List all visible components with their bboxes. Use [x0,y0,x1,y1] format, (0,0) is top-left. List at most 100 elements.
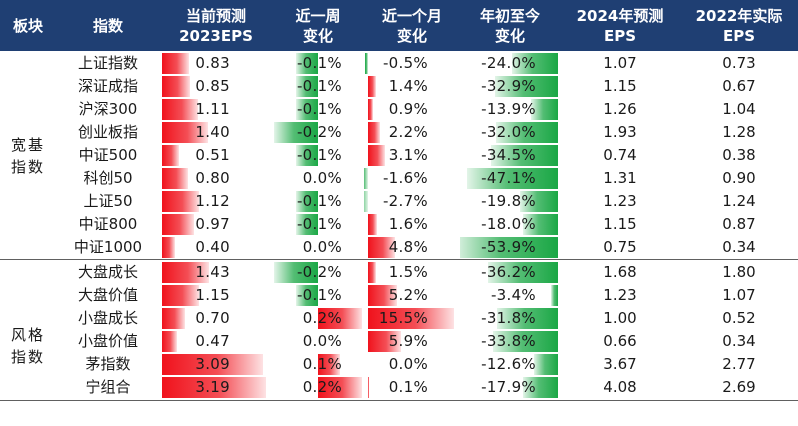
eps2024-value: 0.75 [603,238,637,256]
week-change-cell: 0.2% [272,307,364,330]
eps2023-cell: 0.80 [160,167,272,190]
week-change-bar [296,214,318,235]
eps2023-value: 0.40 [195,238,230,256]
month-change-cell: -1.6% [364,167,460,190]
ytd-change-bar [491,145,558,166]
month-change-bar [368,122,380,143]
eps2024-value: 1.07 [603,54,637,72]
group-label-style: 风格 指数 [0,277,56,415]
week-change-bar [318,377,362,398]
eps2024-value: 0.74 [603,146,637,164]
week-change-bar [318,354,340,375]
group-label-broad-line2: 指数 [10,157,45,176]
eps2023-value: 0.47 [195,332,230,350]
ytd-change-value: -13.9% [481,100,536,118]
month-change-value: 3.1% [388,146,428,164]
eps2023-bar [162,331,177,352]
eps2023-cell: 1.12 [160,190,272,213]
month-change-bar [368,99,373,120]
month-change-bar [368,285,397,306]
eps2024-value: 1.15 [603,77,637,95]
header-ytd: 年初至今 变化 [460,0,560,51]
week-change-value: 0.1% [302,355,342,373]
eps2023-value: 1.15 [195,286,230,304]
table-row: 中证500 0.51 -0.1% 3.1% -34.5% 0.74 0.38 [0,144,798,167]
week-change-cell: 0.1% [272,353,364,376]
eps2023-cell: 1.40 [160,121,272,144]
month-change-cell: 4.8% [364,236,460,259]
table-row: 上证50 1.12 -0.1% -2.7% -19.8% 1.23 1.24 [0,190,798,213]
eps2023-bar [162,308,185,329]
month-change-value: 2.2% [388,123,428,141]
eps2023-cell: 0.97 [160,213,272,236]
week-change-cell: -0.2% [272,261,364,284]
table-row: 小盘成长 0.70 0.2% 15.5% -31.8% 1.00 0.52 [0,307,798,330]
ytd-change-bar [520,191,558,212]
ytd-change-bar [534,354,558,375]
eps2023-bar [162,122,208,143]
eps2022-value: 0.34 [722,238,756,256]
table-row: 茅指数 3.09 0.1% 0.0% -12.6% 3.67 2.77 [0,353,798,376]
eps2023-value: 0.51 [195,146,230,164]
month-change-bar [364,191,368,212]
month-change-cell: 0.9% [364,98,460,121]
eps2023-value: 0.80 [195,169,230,187]
ytd-change-value: -33.8% [481,332,536,350]
week-change-bar [274,262,318,283]
eps2023-cell: 0.47 [160,330,272,353]
eps2022-value: 2.77 [722,355,756,373]
ytd-change-cell: -3.4% [460,284,560,307]
ytd-change-cell: -12.6% [460,353,560,376]
month-change-bar [368,237,395,258]
week-change-value: 0.0% [302,238,342,256]
ytd-change-value: -19.8% [481,192,536,210]
index-name: 科创50 [83,169,133,187]
month-change-cell: 0.1% [364,376,460,399]
ytd-change-bar [531,99,558,120]
ytd-change-value: -34.5% [481,146,536,164]
ytd-change-value: -36.2% [481,263,536,281]
table-row: 大盘成长 1.43 -0.2% 1.5% -36.2% 1.68 1.80 [0,261,798,284]
week-change-value: 0.2% [302,378,342,396]
week-change-value: -0.2% [296,263,342,281]
ytd-change-cell: -34.5% [460,144,560,167]
ytd-change-cell: -32.0% [460,121,560,144]
header-index: 指数 [56,0,160,51]
month-change-value: 15.5% [378,309,428,327]
ytd-change-bar [467,168,558,189]
eps2023-value: 0.70 [195,309,230,327]
eps2024-value: 1.93 [603,123,637,141]
eps2022-value: 0.52 [722,309,756,327]
month-change-cell: 1.5% [364,261,460,284]
ytd-change-cell: -47.1% [460,167,560,190]
week-change-cell: -0.1% [272,144,364,167]
week-change-value: -0.1% [296,100,342,118]
month-change-bar [368,76,376,97]
month-change-value: -2.7% [382,192,428,210]
eps2023-cell: 3.19 [160,376,272,399]
table-row: 沪深300 1.11 -0.1% 0.9% -13.9% 1.26 1.04 [0,98,798,121]
table-row: 中证1000 0.40 0.0% 4.8% -53.9% 0.75 0.34 [0,236,798,259]
week-change-bar [296,285,318,306]
eps2023-cell: 1.43 [160,261,272,284]
week-change-bar [274,122,318,143]
month-change-bar [368,145,385,166]
month-change-bar [368,262,376,283]
ytd-change-value: -3.4% [490,286,536,304]
eps2023-bar [162,76,190,97]
index-name: 沪深300 [78,100,138,118]
ytd-change-bar [496,122,558,143]
header-week-line2: 变化 [302,26,333,45]
index-name: 小盘成长 [77,309,138,327]
header-month-line2: 变化 [396,26,427,45]
eps2022-value: 0.73 [722,54,756,72]
ytd-change-value: -32.9% [481,77,536,95]
ytd-change-value: -47.1% [481,169,536,187]
group-divider [0,259,798,260]
month-change-value: 5.9% [388,332,428,350]
eps2023-bar [162,99,198,120]
header-eps2022-line1: 2022年实际 [695,6,783,25]
ytd-change-cell: -31.8% [460,307,560,330]
eps2023-value: 0.85 [195,77,230,95]
eps2023-value: 3.19 [195,378,230,396]
